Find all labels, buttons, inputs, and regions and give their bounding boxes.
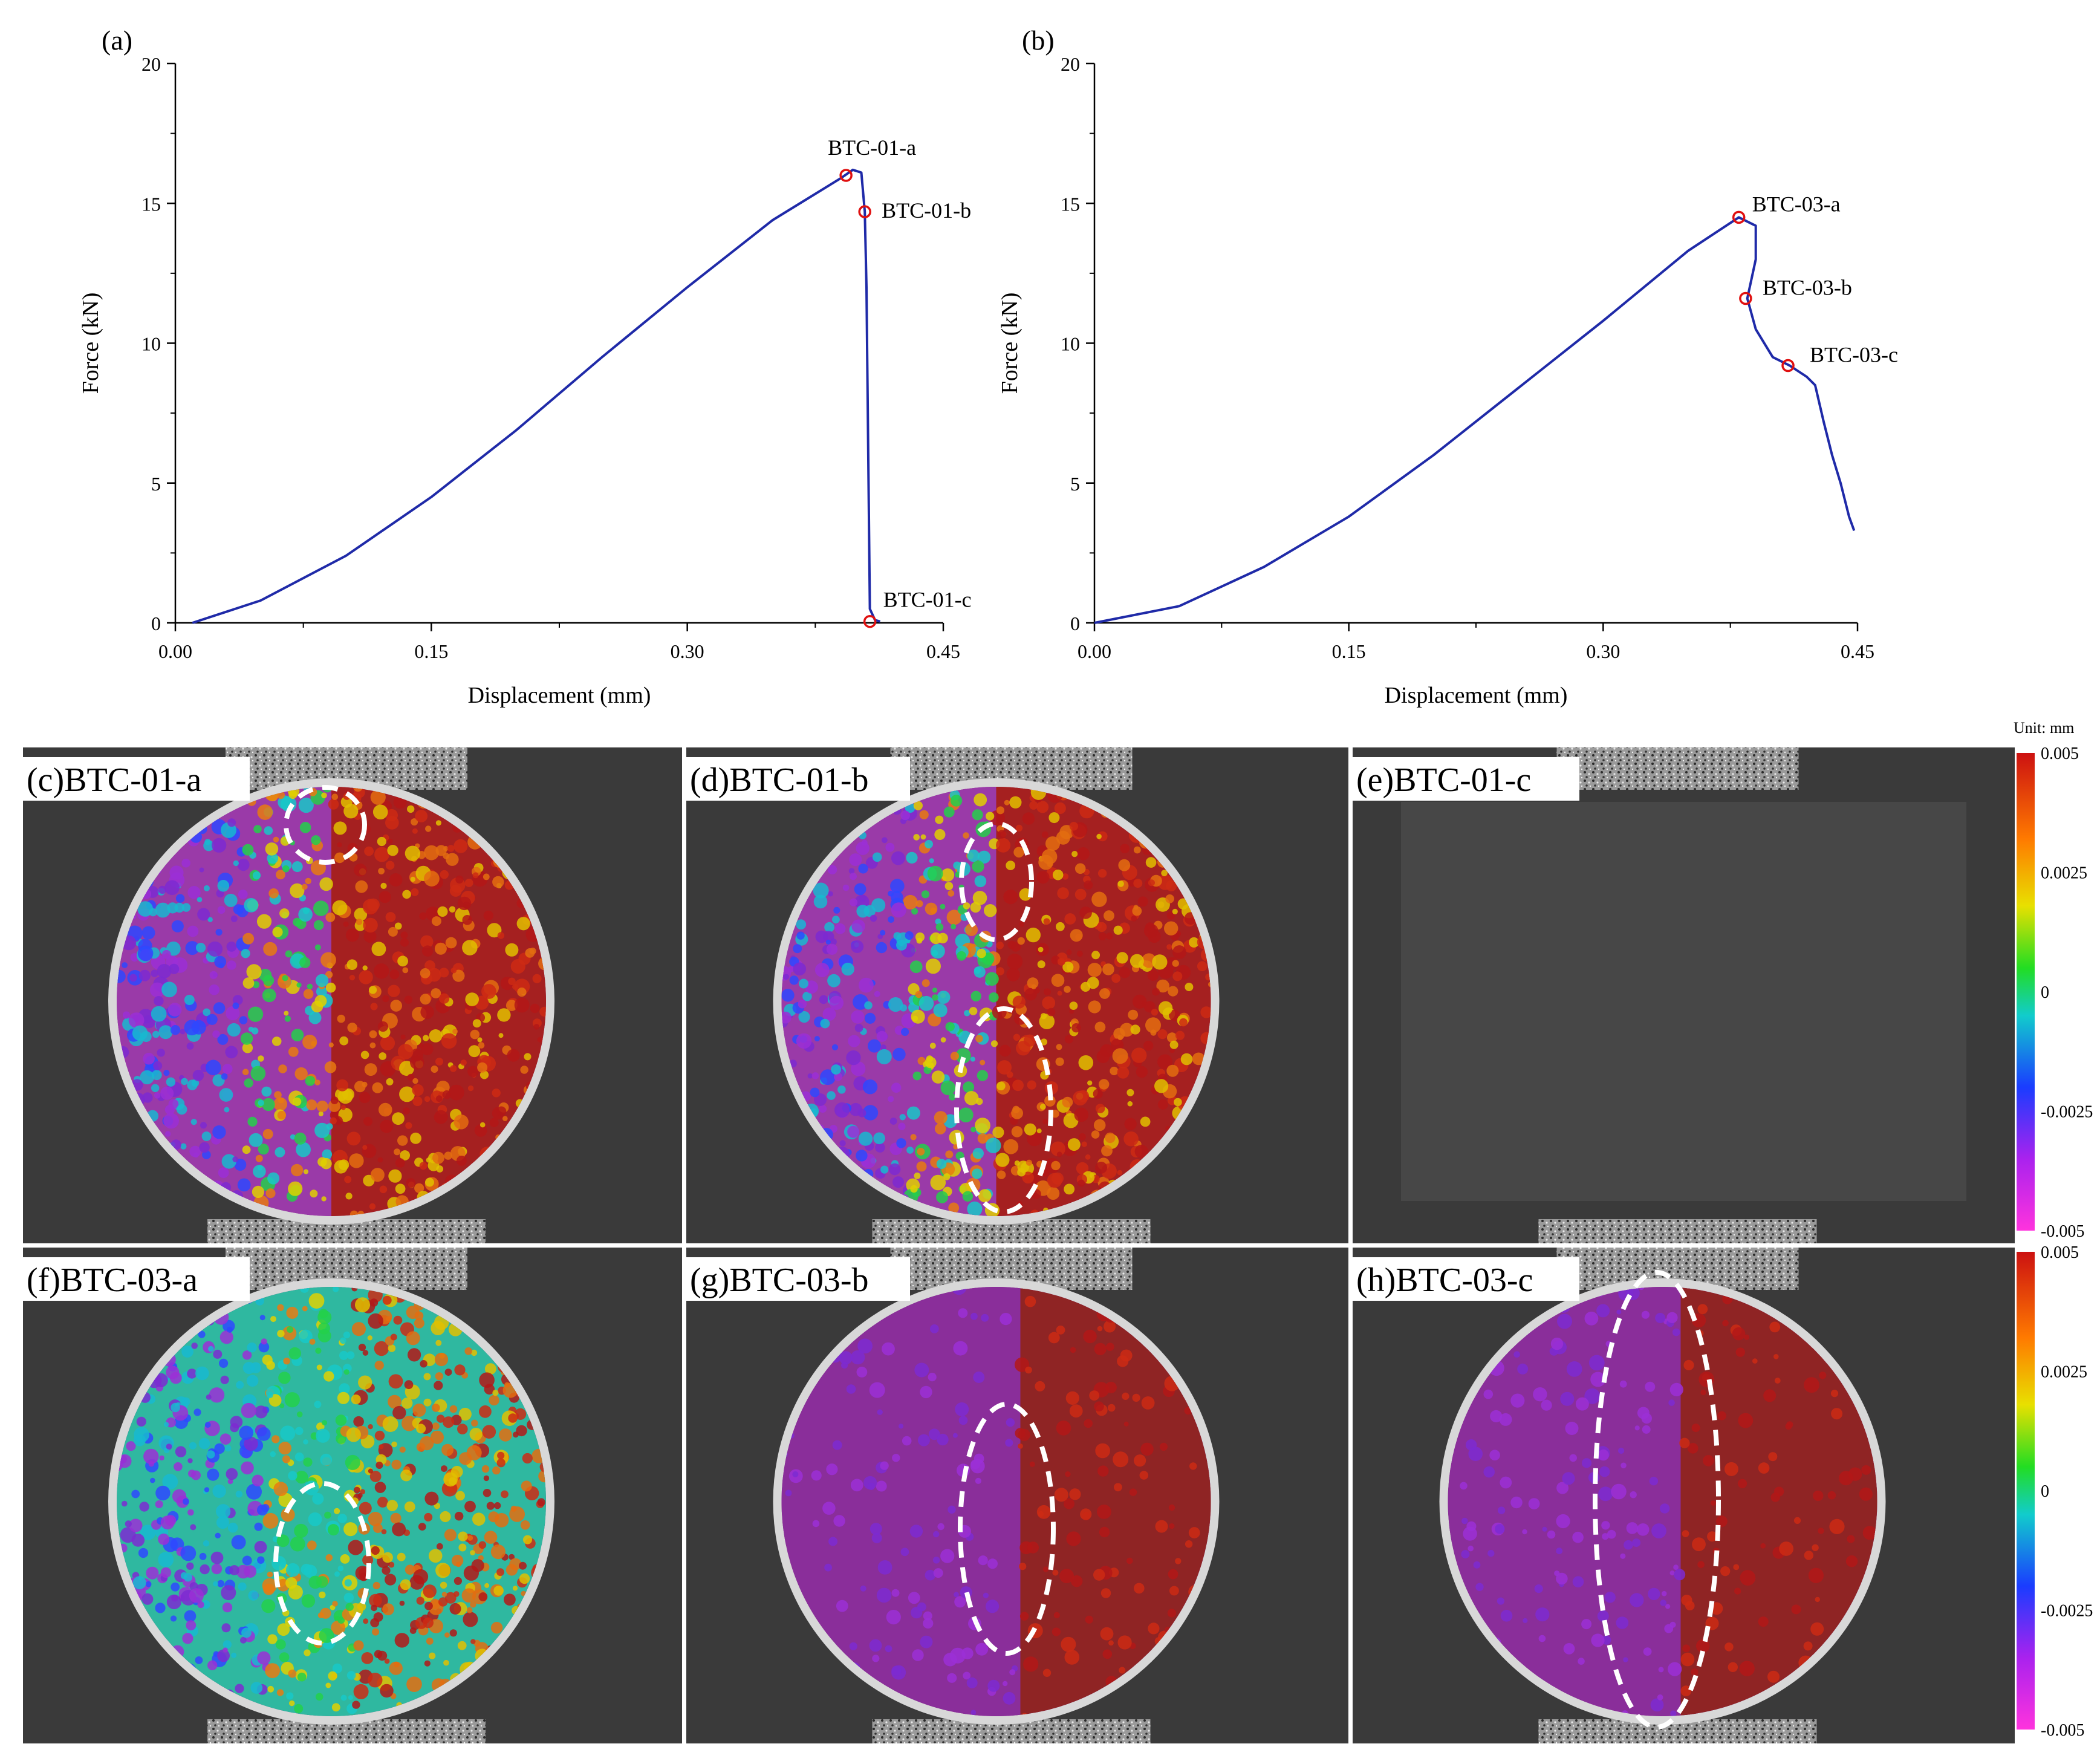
colorbar-tick-label: -0.0025	[2041, 1103, 2093, 1122]
y-tick-label: 10	[141, 333, 161, 355]
highlight-oval	[284, 785, 367, 865]
y-tick-label: 0	[151, 613, 161, 634]
x-tick-label: 0.45	[1841, 640, 1874, 662]
colorbar-tick-label: 0.005	[2041, 1243, 2079, 1262]
panel-label: (b)	[1022, 25, 1055, 56]
top-platen	[1556, 747, 1799, 790]
dic-panel: (f)BTC-03-a	[23, 1248, 682, 1743]
panel-label: (e)BTC-01-c	[1356, 761, 1531, 799]
colorbar-unit: Unit: mm	[2014, 719, 2074, 737]
panel-label: (d)BTC-01-b	[690, 761, 869, 799]
panel-label-box	[686, 1257, 910, 1301]
x-tick-label: 0.00	[158, 640, 192, 662]
dic-panel: (c)BTC-01-a	[23, 747, 682, 1243]
highlight-oval	[959, 821, 1034, 942]
marker-label: BTC-03-a	[1752, 192, 1841, 216]
highlight-oval	[958, 1402, 1056, 1656]
colorbar-tick-label: -0.005	[2041, 1222, 2084, 1241]
y-tick-label: 15	[141, 193, 161, 215]
panel-label: (g)BTC-03-b	[690, 1261, 869, 1299]
marker-label: BTC-01-a	[828, 135, 916, 160]
highlight-oval	[273, 1481, 371, 1645]
y-tick-label: 0	[1070, 613, 1080, 634]
marker-label: BTC-03-c	[1810, 343, 1898, 367]
panel-label: (h)BTC-03-c	[1356, 1261, 1533, 1299]
x-tick-label: 0.00	[1078, 640, 1111, 662]
colorbar-tick-label: 0	[2041, 983, 2049, 1002]
y-axis-label: Force (kN)	[997, 293, 1022, 394]
marker-point	[1732, 210, 1746, 224]
y-tick-label: 10	[1061, 333, 1080, 355]
fractured-specimen	[1401, 802, 1966, 1201]
series-line	[1094, 216, 1856, 624]
y-tick-label: 20	[141, 53, 161, 75]
marker-label: BTC-03-b	[1763, 276, 1852, 300]
colorbar	[2017, 1252, 2035, 1730]
colorbar-tick-label: -0.005	[2041, 1721, 2084, 1740]
series-line	[192, 168, 881, 624]
x-tick-label: 0.30	[1586, 640, 1620, 662]
panel-label-box	[686, 757, 910, 801]
chart-b: (b) 0 5 10 15 20 0.00 0.15 0.30 0.45 Displacement …	[997, 25, 1898, 708]
marker-point	[839, 169, 853, 182]
y-tick-label: 5	[151, 473, 161, 495]
y-tick-label: 5	[1070, 473, 1080, 495]
x-tick-label: 0.15	[414, 640, 448, 662]
panel-label: (a)	[102, 25, 132, 56]
marker-point	[863, 614, 877, 628]
panel-label-box	[1353, 1257, 1579, 1301]
colorbar	[2017, 753, 2035, 1231]
x-tick-label: 0.15	[1332, 640, 1366, 662]
colorbar-tick-label: 0.0025	[2041, 1363, 2087, 1382]
marker-label: BTC-01-c	[883, 588, 972, 612]
x-tick-label: 0.45	[926, 640, 960, 662]
bottom-platen	[1538, 1219, 1817, 1243]
y-tick-label: 20	[1061, 53, 1080, 75]
marker-point	[1781, 359, 1795, 373]
x-axis-label: Displacement (mm)	[468, 683, 651, 708]
dic-panel: (e)BTC-01-c	[1353, 747, 2015, 1243]
colorbar-tick-label: 0.005	[2041, 744, 2079, 763]
panel-label-box	[23, 757, 250, 801]
colorbars: Unit: mm 0.005 0.0025 0 -0.0025 -0.005 0.005 0.…	[2014, 719, 2093, 1740]
panel-label-box	[23, 1257, 250, 1301]
colorbar-tick-label: 0.0025	[2041, 864, 2087, 883]
highlight-oval	[1593, 1270, 1721, 1730]
marker-label: BTC-01-b	[882, 198, 971, 223]
y-axis-label: Force (kN)	[78, 293, 103, 394]
x-axis-label: Displacement (mm)	[1385, 683, 1568, 708]
marker-point	[1739, 291, 1752, 305]
dic-panel: (g)BTC-03-b	[686, 1248, 1348, 1743]
marker-point	[858, 205, 871, 218]
dic-image-grid: (c)BTC-01-a (d)BTC-01-b (e)BTC-01-c (f)BTC-…	[23, 747, 2015, 1743]
highlight-oval	[954, 1006, 1053, 1214]
dic-panel: (d)BTC-01-b	[686, 747, 1348, 1243]
colorbar-tick-label: -0.0025	[2041, 1602, 2093, 1621]
y-tick-label: 15	[1061, 193, 1080, 215]
colorbar-tick-label: 0	[2041, 1482, 2049, 1501]
dic-panel: (h)BTC-03-c	[1353, 1248, 2015, 1743]
x-tick-label: 0.30	[671, 640, 704, 662]
chart-a: (a) 0 5 10 15 20 0.00 0.15 0.30 0.45 Displacement …	[78, 25, 972, 708]
panel-label: (c)BTC-01-a	[27, 761, 201, 799]
panel-label-box	[1353, 757, 1579, 801]
strain-field	[781, 1287, 1211, 1716]
panel-label: (f)BTC-03-a	[27, 1261, 198, 1299]
